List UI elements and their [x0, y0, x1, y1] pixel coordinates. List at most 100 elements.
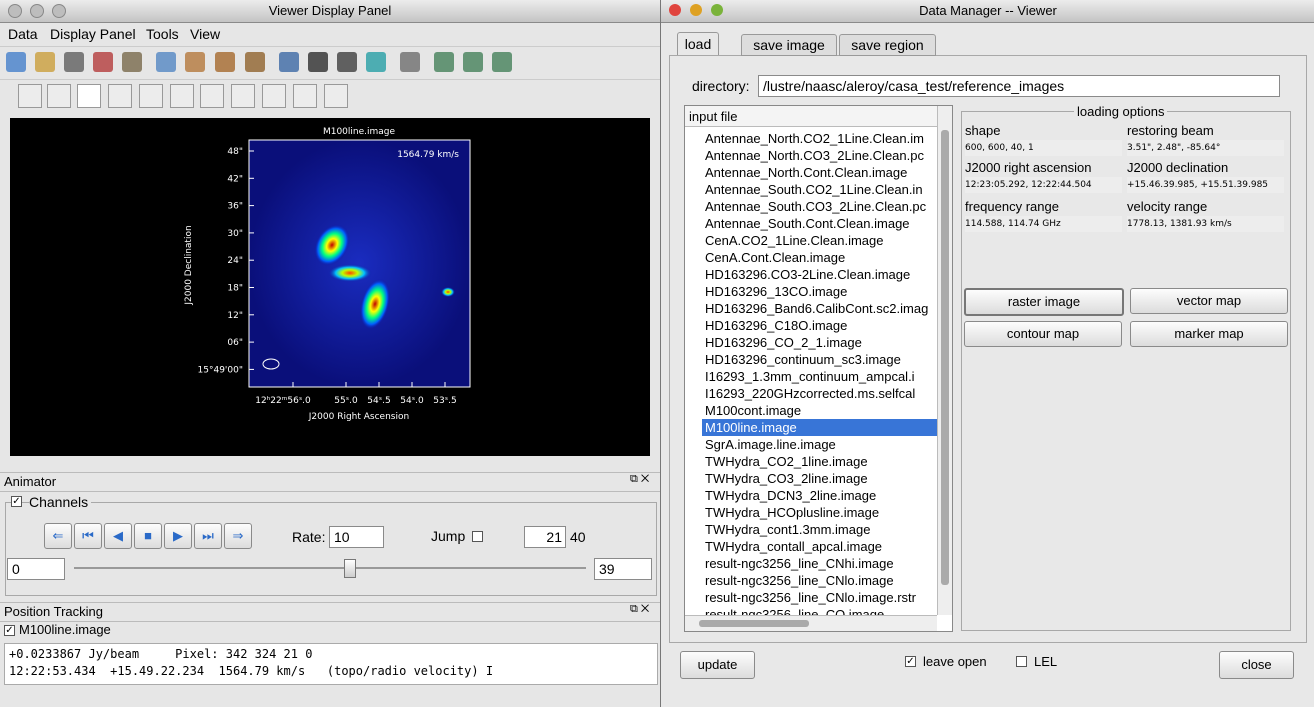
min-spinbox[interactable]: 0	[7, 558, 65, 580]
tool-icon[interactable]	[434, 52, 454, 72]
file-item[interactable]: HD163296_continuum_sc3.image	[705, 352, 901, 367]
tool-icon[interactable]	[77, 84, 101, 108]
tool-icon[interactable]	[293, 84, 317, 108]
player-button[interactable]: ■	[134, 523, 162, 549]
v-scrollbar[interactable]	[937, 106, 952, 615]
tool-icon[interactable]	[262, 84, 286, 108]
file-item[interactable]: CenA.Cont.Clean.image	[705, 250, 846, 265]
frame-field[interactable]: 21	[524, 526, 566, 548]
file-item[interactable]: I16293_220GHzcorrected.ms.selfcal	[705, 386, 916, 401]
file-item[interactable]: Antennae_North.Cont.Clean.image	[705, 165, 908, 180]
file-item[interactable]: Antennae_South.Cont.Clean.image	[705, 216, 910, 231]
load-button[interactable]: marker map	[1130, 321, 1288, 347]
tool-icon[interactable]	[47, 84, 71, 108]
min-dot[interactable]	[690, 4, 702, 16]
float-icon[interactable]: ⧉ ✕	[630, 603, 650, 615]
lel-checkbox[interactable]	[1016, 656, 1027, 667]
player-button[interactable]: ◀	[104, 523, 132, 549]
player-button[interactable]: ▶	[164, 523, 192, 549]
file-item[interactable]: HD163296_C18O.image	[705, 318, 848, 333]
file-item[interactable]: TWHydra_HCOplusline.image	[705, 505, 880, 520]
zoom-dot[interactable]	[52, 4, 66, 18]
file-item[interactable]: TWHydra_CO3_2line.image	[705, 471, 868, 486]
tool-icon[interactable]	[215, 52, 235, 72]
player-button[interactable]: ⏭	[194, 523, 222, 549]
zoom-dot[interactable]	[711, 4, 723, 16]
file-item[interactable]: result-ngc3256_line_CO.image	[705, 607, 885, 615]
v-scroll-thumb[interactable]	[941, 130, 949, 585]
jump-checkbox[interactable]	[472, 531, 483, 542]
load-button[interactable]: vector map	[1130, 288, 1288, 314]
update-button[interactable]: update	[680, 651, 755, 679]
slider-track[interactable]	[74, 567, 586, 569]
min-dot[interactable]	[30, 4, 44, 18]
file-item[interactable]: I16293_1.3mm_continuum_ampcal.i	[705, 369, 915, 384]
file-item[interactable]: Antennae_North.CO2_1Line.Clean.im	[705, 132, 924, 146]
channels-checkbox[interactable]: ✓	[11, 496, 22, 507]
file-item[interactable]: result-ngc3256_line_CNhi.image	[705, 556, 894, 571]
tool-icon[interactable]	[139, 84, 163, 108]
leave-open-checkbox[interactable]: ✓	[905, 656, 916, 667]
close-button[interactable]: close	[1219, 651, 1294, 679]
h-scrollbar[interactable]	[685, 615, 937, 631]
player-button[interactable]: ⇒	[224, 523, 252, 549]
load-button[interactable]: contour map	[964, 321, 1122, 347]
file-item[interactable]: M100cont.image	[705, 403, 802, 418]
file-item[interactable]: CenA.CO2_1Line.Clean.image	[705, 233, 884, 248]
player-button[interactable]: ⇐	[44, 523, 72, 549]
menu-item[interactable]: View	[190, 26, 221, 42]
tool-icon[interactable]	[308, 52, 328, 72]
tool-icon[interactable]	[337, 52, 357, 72]
tool-icon[interactable]	[324, 84, 348, 108]
menu-item[interactable]: Data	[8, 26, 38, 42]
tracking-checkbox[interactable]: ✓	[4, 625, 15, 636]
file-item[interactable]: SgrA.image.line.image	[705, 437, 836, 452]
tab[interactable]: save image	[741, 34, 837, 56]
file-item[interactable]: Antennae_South.CO3_2Line.Clean.pc	[705, 199, 927, 214]
tool-icon[interactable]	[185, 52, 205, 72]
close-dot[interactable]	[669, 4, 681, 16]
tool-icon[interactable]	[108, 84, 132, 108]
file-item[interactable]: HD163296.CO3-2Line.Clean.image	[705, 267, 911, 282]
tool-icon[interactable]	[200, 84, 224, 108]
tool-icon[interactable]	[35, 52, 55, 72]
tool-icon[interactable]	[93, 52, 113, 72]
tool-icon[interactable]	[463, 52, 483, 72]
tool-icon[interactable]	[170, 84, 194, 108]
tool-icon[interactable]	[6, 52, 26, 72]
tool-icon[interactable]	[231, 84, 255, 108]
tool-icon[interactable]	[279, 52, 299, 72]
file-item[interactable]: HD163296_13CO.image	[705, 284, 848, 299]
file-item[interactable]: TWHydra_cont1.3mm.image	[705, 522, 871, 537]
file-item[interactable]: M100line.image	[702, 419, 937, 436]
file-item[interactable]: result-ngc3256_line_CNlo.image.rstr	[705, 590, 916, 605]
file-item[interactable]: Antennae_South.CO2_1Line.Clean.in	[705, 182, 923, 197]
tab[interactable]: save region	[839, 34, 936, 56]
player-button[interactable]: ⏮	[74, 523, 102, 549]
file-item[interactable]: Antennae_North.CO3_2Line.Clean.pc	[705, 148, 924, 163]
file-item[interactable]: HD163296_Band6.CalibCont.sc2.imag	[705, 301, 929, 316]
float-icon[interactable]: ⧉ ✕	[630, 473, 650, 485]
h-scroll-thumb[interactable]	[699, 620, 809, 627]
load-button[interactable]: raster image	[964, 288, 1124, 316]
tool-icon[interactable]	[400, 52, 420, 72]
tab[interactable]: load	[677, 32, 719, 55]
file-item[interactable]: TWHydra_CO2_1line.image	[705, 454, 868, 469]
tool-icon[interactable]	[245, 52, 265, 72]
menu-item[interactable]: Tools	[146, 26, 179, 42]
directory-field[interactable]: /lustre/naasc/aleroy/casa_test/reference…	[758, 75, 1280, 97]
slider-thumb[interactable]	[344, 559, 356, 578]
close-dot[interactable]	[8, 4, 22, 18]
tool-icon[interactable]	[156, 52, 176, 72]
max-spinbox[interactable]: 39	[594, 558, 652, 580]
file-item[interactable]: TWHydra_contall_apcal.image	[705, 539, 883, 554]
tool-icon[interactable]	[492, 52, 512, 72]
file-item[interactable]: TWHydra_DCN3_2line.image	[705, 488, 877, 503]
tool-icon[interactable]	[18, 84, 42, 108]
file-item[interactable]: result-ngc3256_line_CNlo.image	[705, 573, 894, 588]
tool-icon[interactable]	[122, 52, 142, 72]
tool-icon[interactable]	[64, 52, 84, 72]
tool-icon[interactable]	[366, 52, 386, 72]
rate-spinbox[interactable]: 10	[329, 526, 384, 548]
file-item[interactable]: HD163296_CO_2_1.image	[705, 335, 862, 350]
